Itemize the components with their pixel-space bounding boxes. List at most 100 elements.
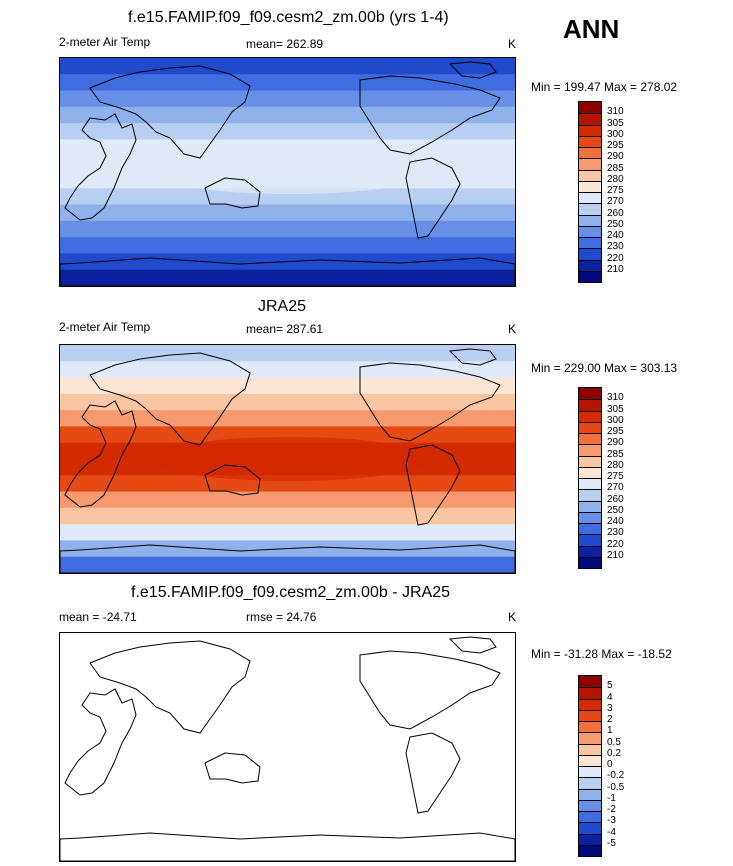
colorbar-swatch (579, 147, 601, 159)
temperature-band (60, 74, 515, 92)
colorbar-swatch (579, 777, 601, 789)
colorbar-label: 220 (607, 252, 624, 264)
colorbar-label: 310 (607, 106, 624, 118)
colorbar-label: 280 (607, 173, 624, 185)
colorbar-swatch (579, 478, 601, 490)
colorbar-swatch (579, 822, 601, 834)
colorbar-label: 3 (607, 702, 613, 714)
map-background (60, 633, 515, 861)
colorbar-label: 5 (607, 680, 613, 692)
coastline (448, 636, 497, 654)
panel3-rmse-label: rmse = 24.76 (246, 610, 317, 624)
colorbar-label: 230 (607, 527, 624, 539)
colorbar-label: 305 (607, 117, 624, 129)
colorbar-swatch (579, 169, 601, 181)
colorbar-label: -0.5 (607, 781, 625, 793)
colorbar-swatch (579, 489, 601, 501)
colorbar-label: 250 (607, 218, 624, 230)
colorbar-swatch (579, 124, 601, 136)
colorbar-label: 270 (607, 482, 624, 494)
temperature-band (60, 220, 515, 239)
temperature-band (60, 106, 515, 125)
coastline (405, 732, 461, 814)
temperature-band (60, 237, 515, 255)
coastline (405, 444, 461, 526)
colorbar-swatch (579, 511, 601, 523)
colorbar-swatch (579, 421, 601, 433)
colorbar-label: 275 (607, 185, 624, 196)
colorbar-label: 4 (607, 691, 613, 703)
coastline (89, 640, 251, 734)
coastline (204, 464, 261, 496)
colorbar-swatch (579, 237, 601, 249)
colorbar-label: 280 (607, 459, 624, 471)
panel1-title: f.e15.FAMIP.f09_f09.cesm2_zm.00b (yrs 1-… (128, 9, 449, 26)
temperature-band (60, 491, 515, 509)
coastline (60, 257, 515, 286)
colorbar-swatch (579, 721, 601, 733)
observation-temperature-map (59, 344, 516, 574)
coastline (64, 688, 137, 796)
coastline (60, 544, 515, 573)
colorbar-swatch (579, 135, 601, 147)
colorbar-swatch (579, 811, 601, 823)
colorbar-swatch (579, 180, 601, 192)
colorbar-swatch (579, 687, 601, 699)
colorbar-label: 2 (607, 714, 613, 725)
colorbar-label: 0 (607, 759, 613, 770)
temperature-band (60, 188, 515, 206)
colorbar-label: 260 (607, 207, 624, 219)
colorbar-label: -4 (607, 826, 616, 838)
colorbar-swatch (579, 113, 601, 125)
colorbar-swatch (579, 844, 601, 856)
colorbar-label: 250 (607, 504, 624, 516)
colorbar-swatch (579, 556, 601, 568)
colorbar-label: 220 (607, 538, 624, 550)
panel3-title: f.e15.FAMIP.f09_f09.cesm2_zm.00b - JRA25 (131, 584, 450, 601)
colorbar-swatch (579, 732, 601, 744)
colorbar-label: 270 (607, 196, 624, 208)
model-temperature-map (59, 57, 516, 287)
panel2-mean-label: mean= 287.61 (246, 322, 324, 336)
coastline (89, 65, 251, 159)
colorbar-label: 305 (607, 403, 624, 415)
coastline (405, 157, 461, 239)
panel1-mean-label: mean= 262.89 (246, 37, 324, 51)
panel1-left-label: 2-meter Air Temp (59, 35, 151, 49)
colorbar-swatch (579, 545, 601, 557)
temperature-band (60, 204, 515, 222)
colorbar-label: -5 (607, 837, 616, 849)
colorbar-swatch (579, 248, 601, 260)
colorbar-label: 290 (607, 151, 624, 163)
colorbar-swatch (579, 270, 601, 282)
colorbar-swatch (579, 788, 601, 800)
colorbar-label: 300 (607, 414, 624, 426)
panel3-units: K (508, 610, 517, 624)
colorbar-swatch (579, 466, 601, 478)
colorbar-label: -0.2 (607, 770, 625, 782)
temperature-band (60, 345, 515, 363)
colorbar-swatch (579, 833, 601, 845)
colorbar-swatch (579, 158, 601, 170)
colorbar-label: 260 (607, 493, 624, 505)
colorbar-label: -1 (607, 792, 616, 804)
temperature-band (60, 58, 515, 76)
colorbar-label: 210 (607, 549, 624, 561)
colorbar-swatch (579, 410, 601, 422)
colorbar-swatch (579, 534, 601, 546)
panel2-units: K (508, 322, 517, 336)
colorbar-swatch (579, 102, 601, 114)
temperature-band (60, 361, 515, 379)
colorbar-swatch (579, 444, 601, 456)
panel3-minmax: Min = -31.28 Max = -18.52 (531, 647, 672, 661)
colorbar-label: 275 (607, 471, 624, 482)
colorbar-swatch (579, 523, 601, 535)
panel3-colorbar (578, 675, 602, 857)
temperature-band (60, 524, 515, 542)
panel3-mean-label: mean = -24.71 (59, 610, 137, 624)
colorbar-swatch (579, 743, 601, 755)
temperature-band (60, 123, 515, 141)
coastline (89, 352, 251, 446)
coastline (359, 362, 501, 442)
panel1-minmax: Min = 199.47 Max = 278.02 (531, 80, 678, 94)
